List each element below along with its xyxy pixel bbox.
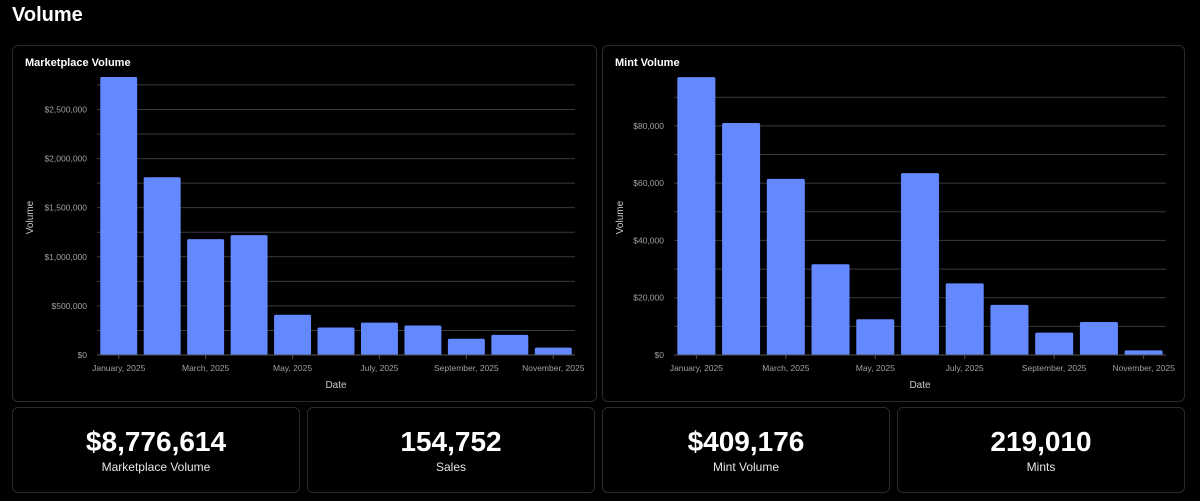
bar — [143, 177, 181, 355]
stat-value: 219,010 — [990, 426, 1092, 457]
x-tick-label: July, 2025 — [360, 363, 398, 373]
marketplace-volume-chart-title: Marketplace Volume — [25, 57, 131, 69]
bar — [1124, 350, 1163, 355]
bar — [900, 173, 940, 355]
bar — [100, 77, 138, 355]
bar — [317, 327, 355, 355]
marketplace-volume-chart: $0 $500,000 $1,000,000 $1,500,000 $2,000,000… — [25, 77, 585, 391]
bar — [1079, 322, 1118, 355]
y-axis-title: Volume — [25, 200, 36, 234]
y-tick-label: $1,500,000 — [44, 203, 87, 213]
y-tick-label: $0 — [655, 350, 665, 360]
x-tick-label: May, 2025 — [856, 363, 895, 373]
y-tick-label: $40,000 — [633, 235, 664, 245]
y-tick-label: $2,000,000 — [44, 154, 87, 164]
stat-label: Marketplace Volume — [101, 460, 211, 474]
x-tick-label: March, 2025 — [762, 363, 810, 373]
bar — [534, 347, 572, 355]
page-title: Volume — [12, 4, 83, 26]
bar — [945, 283, 984, 355]
mint-volume-chart-title: Mint Volume — [615, 57, 680, 69]
x-axis-title: Date — [909, 380, 931, 391]
bar — [404, 325, 442, 355]
bar — [360, 322, 398, 355]
y-tick-label: $500,000 — [52, 301, 88, 311]
bar — [274, 314, 312, 355]
stat-label: Mints — [1026, 460, 1056, 474]
bar — [187, 239, 225, 355]
bar — [766, 178, 805, 355]
x-axis-title: Date — [325, 380, 347, 391]
bar — [811, 264, 850, 355]
stat-value: $8,776,614 — [85, 426, 227, 457]
x-tick-label: July, 2025 — [946, 363, 984, 373]
marketplace-volume-card: Marketplace Volume $0 $500,000 $1,000,000 $… — [12, 45, 597, 402]
stat-value: $409,176 — [687, 426, 805, 457]
bar — [491, 334, 529, 355]
bar — [230, 235, 268, 355]
y-tick-label: $0 — [78, 350, 88, 360]
mint-volume-card: Mint Volume $0 $20,000 $40,000 $60,000 $80,0… — [602, 45, 1185, 402]
y-tick-label: $2,500,000 — [44, 104, 87, 114]
stat-value: 154,752 — [400, 426, 502, 457]
bar — [856, 319, 895, 355]
y-tick-label: $1,000,000 — [44, 252, 87, 262]
x-tick-label: January, 2025 — [92, 363, 146, 373]
bar — [447, 338, 485, 355]
stat-card-mint-volume: $409,176 Mint Volume — [602, 407, 890, 493]
stat-label: Sales — [435, 460, 467, 474]
y-tick-label: $60,000 — [633, 178, 664, 188]
stat-card-sales: 154,752 Sales — [307, 407, 595, 493]
stat-card-marketplace-volume: $8,776,614 Marketplace Volume — [12, 407, 300, 493]
y-tick-label: $80,000 — [633, 121, 664, 131]
y-tick-label: $20,000 — [633, 293, 664, 303]
x-tick-label: September, 2025 — [1022, 363, 1087, 373]
y-axis-title: Volume — [615, 200, 626, 234]
bar — [1035, 332, 1074, 355]
x-tick-label: May, 2025 — [273, 363, 312, 373]
x-tick-label: March, 2025 — [182, 363, 230, 373]
stat-label: Mint Volume — [712, 460, 780, 474]
stat-card-mints: 219,010 Mints — [897, 407, 1185, 493]
x-tick-label: January, 2025 — [670, 363, 724, 373]
bar — [990, 304, 1029, 355]
bar — [722, 122, 761, 355]
x-tick-label: November, 2025 — [1112, 363, 1175, 373]
x-tick-label: November, 2025 — [522, 363, 585, 373]
x-tick-label: September, 2025 — [434, 363, 499, 373]
bar — [677, 77, 716, 356]
mint-volume-chart: $0 $20,000 $40,000 $60,000 $80,000 January, 2… — [615, 77, 1175, 391]
